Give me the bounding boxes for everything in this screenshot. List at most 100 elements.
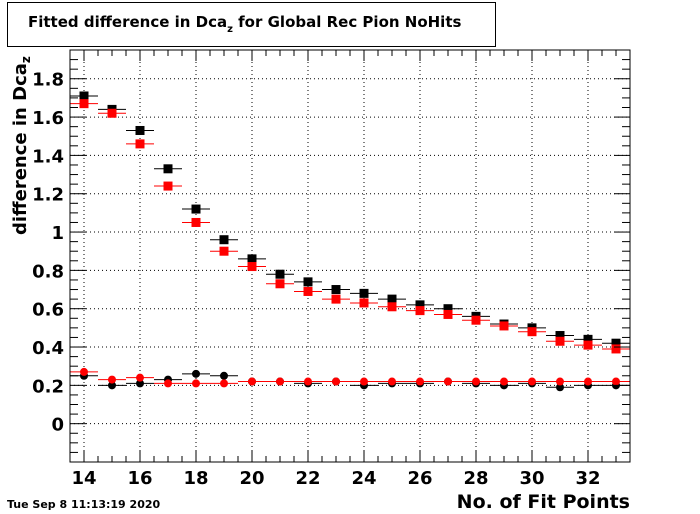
data-point — [108, 375, 116, 384]
data-point — [136, 373, 144, 382]
data-point — [583, 340, 593, 350]
data-point — [163, 181, 173, 191]
data-point — [219, 235, 229, 245]
y-tick-label: 0.2 — [32, 376, 64, 397]
y-tick-label: 1.8 — [32, 70, 64, 91]
x-tick-label: 18 — [183, 468, 208, 489]
x-tick-label: 24 — [351, 468, 376, 489]
data-point — [79, 91, 89, 101]
data-point — [135, 125, 145, 135]
y-axis-label: difference in Dcaz — [10, 56, 33, 235]
x-tick-label: 22 — [295, 468, 320, 489]
data-point — [360, 377, 368, 386]
tick-labels: 14 16 18 20 22 24 26 28 30 32 0 0.2 0.4 0.6 0.8 1 1.2 1.4… — [32, 70, 600, 489]
data-point — [527, 327, 537, 337]
data-point — [192, 379, 200, 388]
x-tick-label: 20 — [239, 468, 264, 489]
data-point — [611, 338, 621, 348]
data-point — [304, 377, 312, 386]
data-point — [191, 217, 201, 227]
data-point — [612, 377, 620, 386]
data-point — [556, 383, 564, 392]
data-point — [331, 285, 341, 295]
data-point — [247, 254, 257, 264]
y-tick-label: 1 — [51, 223, 64, 244]
data-point — [415, 300, 425, 310]
chart-title-prefix: Fitted difference in Dca — [28, 13, 228, 31]
data-point — [331, 294, 341, 304]
data-point — [191, 204, 201, 214]
data-point — [443, 309, 453, 319]
chart-title: Fitted difference in Dcaz for Global Rec… — [28, 13, 461, 35]
data-point — [583, 334, 593, 344]
data-point — [471, 315, 481, 325]
data-point — [192, 369, 200, 378]
x-tick-label: 30 — [519, 468, 544, 489]
data-point — [555, 336, 565, 346]
series-1 — [70, 91, 630, 348]
data-point — [220, 379, 228, 388]
data-point — [387, 302, 397, 312]
x-tick-label: 14 — [71, 468, 96, 489]
data-point — [247, 262, 257, 272]
data-point — [443, 304, 453, 314]
data-point — [415, 306, 425, 316]
data-point — [359, 288, 369, 298]
data-point — [220, 371, 228, 380]
data-point — [332, 377, 340, 386]
data-point — [555, 331, 565, 341]
data-point — [556, 377, 564, 386]
x-tick-label: 28 — [463, 468, 488, 489]
data-point — [275, 269, 285, 279]
chart-title-box: Fitted difference in Dcaz for Global Rec… — [7, 2, 496, 47]
x-axis-label: No. of Fit Points — [456, 491, 630, 513]
x-tick-label: 32 — [575, 468, 600, 489]
x-tick-label: 26 — [407, 468, 432, 489]
data-point — [387, 294, 397, 304]
data-point — [275, 279, 285, 289]
data-point — [108, 381, 116, 390]
series-4 — [70, 367, 630, 388]
y-tick-label: 1.4 — [32, 146, 64, 167]
data-point — [499, 321, 509, 331]
chart-title-suffix: for Global Rec Pion NoHits — [232, 13, 462, 31]
data-point — [416, 377, 424, 386]
data-point — [107, 108, 117, 118]
y-tick-label: 0.8 — [32, 261, 64, 282]
y-tick-label: 0.6 — [32, 300, 64, 321]
data-point — [163, 164, 173, 174]
series-2 — [70, 99, 630, 354]
data-point — [528, 377, 536, 386]
data-point — [303, 277, 313, 287]
axis-ticks — [69, 49, 631, 462]
data-point — [164, 379, 172, 388]
timestamp: Tue Sep 8 11:13:19 2020 — [7, 498, 161, 511]
data-point — [303, 286, 313, 296]
y-axis-label-prefix: difference in Dca — [10, 63, 31, 235]
data-point — [276, 377, 284, 386]
data-marks — [70, 91, 630, 392]
chart-title-subscript: z — [227, 24, 233, 35]
series-3 — [70, 369, 630, 392]
data-point — [136, 379, 144, 388]
data-point — [444, 377, 452, 386]
data-point — [611, 344, 621, 354]
data-point — [79, 99, 89, 109]
data-point — [472, 377, 480, 386]
y-axis-label-subscript: z — [19, 56, 33, 64]
x-tick-label: 16 — [127, 468, 152, 489]
data-point — [500, 377, 508, 386]
data-point — [80, 367, 88, 376]
y-tick-label: 0 — [51, 415, 64, 436]
data-point — [359, 298, 369, 308]
y-tick-label: 0.4 — [32, 338, 64, 359]
y-tick-label: 1.2 — [32, 185, 64, 206]
data-point — [219, 246, 229, 256]
plot-frame — [69, 49, 631, 463]
data-point — [248, 377, 256, 386]
data-point — [135, 139, 145, 149]
data-point — [584, 377, 592, 386]
data-point — [388, 377, 396, 386]
grid-lines — [70, 50, 630, 462]
